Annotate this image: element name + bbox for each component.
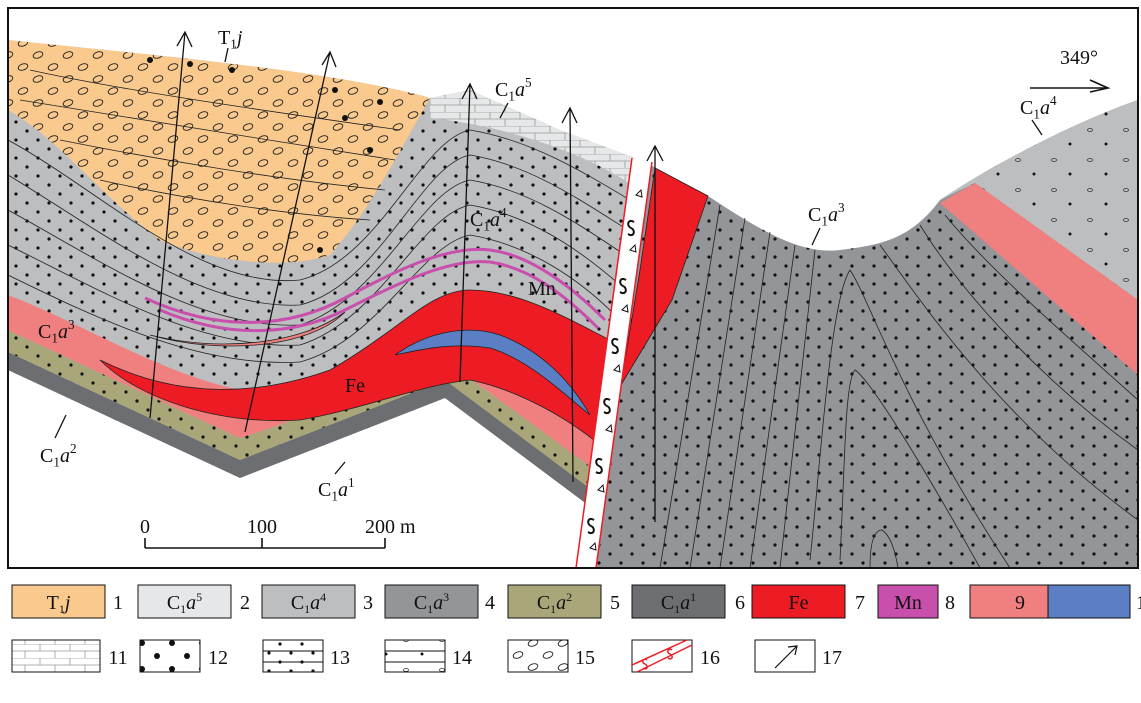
label-main: T <box>218 27 230 49</box>
unit-label: C1a3 <box>808 200 845 228</box>
ore-label: Mn <box>528 278 556 300</box>
label-main: C <box>414 592 427 614</box>
scale-bar <box>145 538 385 548</box>
orientation-label: 349° <box>1060 47 1098 69</box>
label-sup: 4 <box>1050 93 1057 108</box>
legend-number: 11 <box>108 647 127 669</box>
legend-pattern <box>385 640 445 672</box>
legend-number: 6 <box>735 592 745 614</box>
scale-label: 0 <box>140 516 150 538</box>
label-italic: a <box>828 204 838 226</box>
label-sub: 1 <box>1033 106 1040 121</box>
legend-number: 5 <box>610 592 620 614</box>
label-italic: a <box>60 445 70 467</box>
legend-number: 10 <box>1136 592 1141 614</box>
label-italic: a <box>556 592 566 614</box>
label-italic: a <box>1040 97 1050 119</box>
unit-label: C1a5 <box>495 75 532 103</box>
label-main: C <box>808 204 821 226</box>
label-sup: 1 <box>690 590 696 604</box>
unit-label: T1j <box>47 592 71 616</box>
legend-number: 4 <box>485 592 495 614</box>
label-italic: a <box>515 79 525 101</box>
label-main: C <box>661 592 674 614</box>
legend-swatch <box>1048 585 1130 618</box>
legend-number: 9 <box>1015 592 1025 614</box>
label-sup: 2 <box>70 441 77 456</box>
label-sup: 5 <box>196 590 202 604</box>
scale-label: 100 <box>247 516 277 538</box>
legend-number: 3 <box>363 592 373 614</box>
label-italic: a <box>186 592 196 614</box>
label-sub: 1 <box>483 218 490 233</box>
ore-label: Fe <box>345 375 365 397</box>
label-italic: a <box>58 321 68 343</box>
label-sup: 4 <box>500 205 507 220</box>
legend-number: 7 <box>855 592 865 614</box>
legend-pattern <box>755 640 815 672</box>
label-sup: 4 <box>320 590 326 604</box>
label-main: C <box>318 479 331 501</box>
label-main: C <box>537 592 550 614</box>
label-sub: 1 <box>821 213 828 228</box>
unit-label: C1a1 <box>318 475 355 503</box>
legend-number: 16 <box>700 647 720 669</box>
legend-number: 8 <box>945 592 955 614</box>
legend-number: 14 <box>452 647 472 669</box>
label-main: C <box>291 592 304 614</box>
page: T1jC1a5C1a4C1a3C1a4C1a3C1a2C1a1FeMn349°0… <box>0 0 1141 703</box>
legend-pattern <box>12 640 100 672</box>
label-italic: a <box>680 592 690 614</box>
legend-number: 1 <box>113 592 123 614</box>
label-sub: 1 <box>53 454 60 469</box>
label-sup: 2 <box>566 590 572 604</box>
label-main: C <box>1020 97 1033 119</box>
label-main: C <box>38 321 51 343</box>
label-sub: 1 <box>51 330 58 345</box>
legend-pattern <box>508 640 568 672</box>
legend-number: 2 <box>240 592 250 614</box>
label-italic: a <box>433 592 443 614</box>
label-sub: 1 <box>508 88 515 103</box>
label-sub: 1 <box>331 488 338 503</box>
label-main: T <box>47 592 59 614</box>
label-main: C <box>495 79 508 101</box>
legend-pattern <box>632 640 692 672</box>
label-sup: 3 <box>68 317 75 332</box>
label-sub: 1 <box>230 36 237 51</box>
label-sup: 5 <box>525 75 532 90</box>
label-sup: 1 <box>348 475 355 490</box>
orientation-arrow <box>1030 80 1108 92</box>
label-italic: a <box>490 209 500 231</box>
scale-label: 200 m <box>365 516 416 538</box>
unit-label: C1a4 <box>1020 93 1057 121</box>
legend-number: 12 <box>208 647 228 669</box>
legend-pattern <box>140 640 200 672</box>
legend-label: Mn <box>894 592 922 614</box>
label-italic: a <box>338 479 348 501</box>
label-main: C <box>167 592 180 614</box>
label-sup: 3 <box>838 200 845 215</box>
legend-pattern <box>263 640 323 672</box>
label-main: C <box>470 209 483 231</box>
legend-number: 15 <box>575 647 595 669</box>
cross-section-figure: T1jC1a5C1a4C1a3C1a4C1a3C1a2C1a1FeMn349°0… <box>0 0 1141 703</box>
label-main: C <box>40 445 53 467</box>
unit-label: T1j <box>218 27 243 51</box>
legend-number: 13 <box>330 647 350 669</box>
legend-label: Fe <box>789 592 809 614</box>
label-sup: 3 <box>443 590 449 604</box>
label-italic: a <box>310 592 320 614</box>
legend-number: 17 <box>822 647 842 669</box>
section-body <box>8 32 1138 568</box>
unit-label: C1a2 <box>40 441 77 469</box>
